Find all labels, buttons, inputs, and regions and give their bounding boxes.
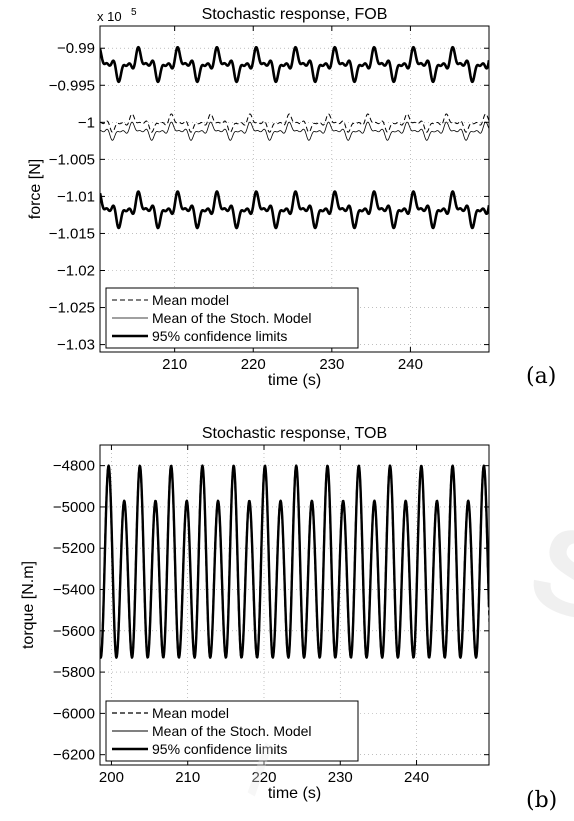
legend-label: 95% confidence limits (152, 741, 287, 757)
x-tick-label: 240 (404, 769, 429, 786)
series-group (100, 464, 489, 659)
chart-panel: 200 210 220 230 240 −4800 −5000 −5200 −5400 −5600… (20, 425, 490, 802)
y-axis-label: torque [N.m] (20, 561, 37, 649)
x-tick-label: 220 (251, 769, 276, 786)
x-tick-label: 230 (328, 769, 353, 786)
x-tick-label: 220 (241, 356, 266, 373)
y-tick-label: −1.025 (49, 300, 95, 317)
y-tick-label: −5600 (53, 623, 95, 640)
x-axis-label: time (s) (268, 372, 321, 389)
panel-label-a: (a) (526, 364, 557, 389)
x-tick-label: 210 (175, 769, 200, 786)
y-exponent-label: x 10 (97, 9, 122, 24)
series-line (100, 113, 489, 133)
y-tick-label: −5200 (53, 540, 95, 557)
legend-label: Mean of the Stoch. Model (152, 723, 312, 739)
axes-frame (99, 444, 490, 766)
y-tick-label: −1.03 (57, 337, 95, 354)
y-tick-label: −1 (78, 114, 95, 131)
x-tick-label: 240 (398, 356, 423, 373)
y-exponent-power: 5 (131, 7, 137, 18)
legend-label: Mean of the Stoch. Model (152, 310, 312, 326)
y-tick-label: −1.02 (57, 263, 95, 280)
y-tick-label: −1.01 (57, 188, 95, 205)
legend-label: Mean model (152, 705, 229, 721)
legend: Mean model Mean of the Stoch. Model 95% co… (105, 287, 359, 349)
x-axis-label: time (s) (268, 785, 321, 802)
chart-title: Stochastic response, FOB (202, 6, 388, 23)
y-tick-label: −0.99 (57, 40, 95, 57)
y-axis-label: force [N] (27, 159, 44, 219)
y-tick-label: −5800 (53, 664, 95, 681)
y-tick-label: −5000 (53, 499, 95, 516)
y-tick-label: −1.015 (49, 225, 95, 242)
y-tick-label: −5400 (53, 582, 95, 599)
y-tick-label: −0.995 (49, 77, 95, 94)
chart-panel: 210 220 230 240 −0.99 −0.995 −1 −1.005 −1.01 −1.0… (27, 6, 490, 389)
axes-frame (99, 25, 490, 353)
series-line (100, 190, 489, 230)
panel-label-b: (b) (526, 788, 558, 813)
x-tick-label: 200 (99, 769, 124, 786)
x-tick-label: 230 (319, 356, 344, 373)
series-line (100, 464, 489, 659)
y-tick-label: −1.005 (49, 151, 95, 168)
legend-label: Mean model (152, 292, 229, 308)
chart-title: Stochastic response, TOB (202, 425, 387, 442)
y-tick-label: −6200 (53, 747, 95, 764)
legend: Mean model Mean of the Stoch. Model 95% co… (105, 700, 359, 762)
x-tick-label: 210 (162, 356, 187, 373)
series-line (100, 121, 489, 141)
y-tick-label: −6000 (53, 705, 95, 722)
legend-label: 95% confidence limits (152, 328, 287, 344)
y-tick-label: −4800 (53, 458, 95, 475)
series-line (100, 45, 489, 84)
series-group (100, 45, 489, 230)
